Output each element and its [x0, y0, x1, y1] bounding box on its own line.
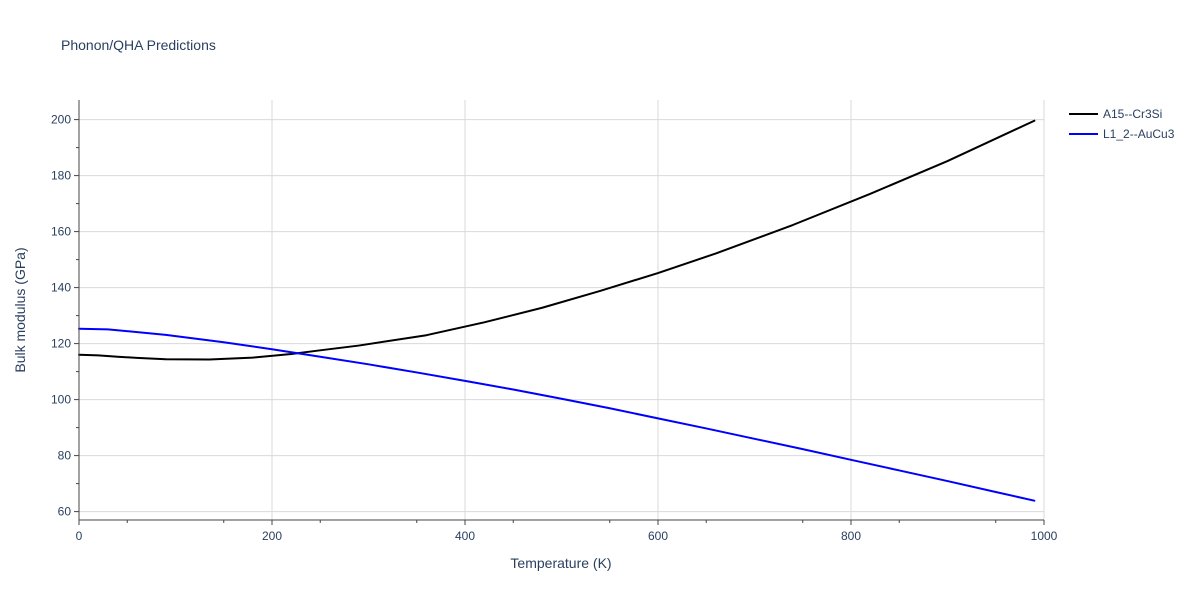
- y-tick-label: 140: [51, 281, 71, 295]
- y-tick-label: 200: [51, 113, 71, 127]
- x-tick-label: 600: [648, 529, 668, 543]
- x-axis-title: Temperature (K): [510, 555, 611, 571]
- x-tick-label: 0: [76, 529, 83, 543]
- legend: A15--Cr3Si L1_2--AuCu3: [1069, 107, 1175, 141]
- y-tick-label: 160: [51, 225, 71, 239]
- y-tick-label: 100: [51, 393, 71, 407]
- y-tick-label: 180: [51, 169, 71, 183]
- legend-label-0: A15--Cr3Si: [1103, 107, 1162, 121]
- y-axis-title: Bulk modulus (GPa): [12, 247, 28, 372]
- x-tick-label: 800: [841, 529, 861, 543]
- y-tick-label: 60: [58, 505, 72, 519]
- y-axis-ticks: 60 80 100 120 140 160 180 200: [51, 113, 79, 519]
- y-tick-label: 80: [58, 449, 72, 463]
- axes: [78, 100, 1044, 521]
- chart-title: Phonon/QHA Predictions: [61, 37, 216, 53]
- x-tick-label: 200: [262, 529, 282, 543]
- y-tick-label: 120: [51, 337, 71, 351]
- series-line-1: [78, 327, 1036, 502]
- grid: [79, 100, 1045, 520]
- plot-area: [78, 119, 1036, 502]
- x-axis-ticks: 0 200 400 600 800 1000: [76, 520, 1058, 543]
- legend-label-1: L1_2--AuCu3: [1103, 127, 1175, 141]
- x-tick-label: 1000: [1031, 529, 1058, 543]
- series-line-0: [78, 119, 1036, 361]
- x-tick-label: 400: [455, 529, 475, 543]
